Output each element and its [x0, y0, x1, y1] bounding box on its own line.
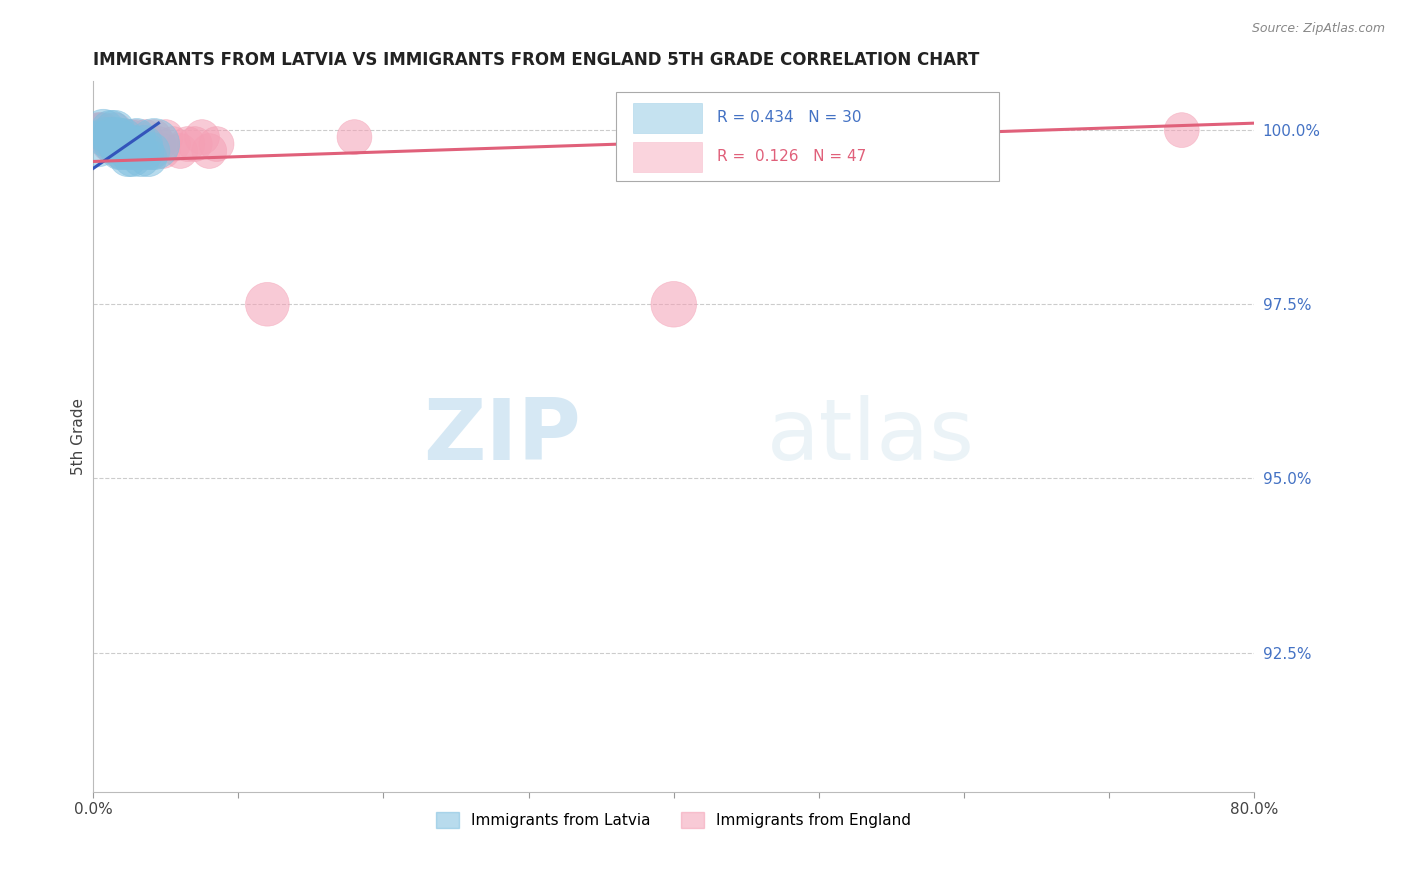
Text: IMMIGRANTS FROM LATVIA VS IMMIGRANTS FROM ENGLAND 5TH GRADE CORRELATION CHART: IMMIGRANTS FROM LATVIA VS IMMIGRANTS FRO… — [93, 51, 980, 69]
Point — [120, 144, 142, 158]
Point — [115, 144, 138, 158]
Point — [105, 130, 128, 145]
Point — [112, 130, 135, 145]
Point — [176, 136, 198, 151]
Point — [1171, 123, 1194, 137]
Point — [138, 151, 160, 165]
Point — [120, 130, 142, 145]
Point — [128, 144, 150, 158]
Point — [114, 144, 136, 158]
Point — [205, 136, 228, 151]
Text: R =  0.126   N = 47: R = 0.126 N = 47 — [717, 149, 866, 164]
Point — [134, 130, 156, 145]
Point — [122, 144, 145, 158]
Point — [122, 136, 145, 151]
Text: Source: ZipAtlas.com: Source: ZipAtlas.com — [1251, 22, 1385, 36]
FancyBboxPatch shape — [616, 92, 998, 181]
Point — [121, 136, 143, 151]
Point — [114, 136, 136, 151]
Point — [96, 130, 118, 145]
Point — [662, 297, 685, 311]
Point — [125, 130, 148, 145]
Point — [103, 136, 125, 151]
Point — [256, 297, 278, 311]
Point — [115, 130, 138, 145]
FancyBboxPatch shape — [633, 103, 702, 133]
Point — [143, 130, 166, 145]
Point — [107, 136, 129, 151]
Point — [111, 144, 134, 158]
Point — [128, 136, 150, 151]
Point — [141, 144, 163, 158]
Point — [86, 123, 108, 137]
Point — [198, 144, 221, 158]
Point — [98, 136, 121, 151]
Point — [138, 136, 160, 151]
Point — [89, 123, 111, 137]
Point — [100, 130, 122, 145]
Point — [162, 136, 184, 151]
Point — [121, 151, 143, 165]
Point — [108, 130, 131, 145]
Point — [118, 136, 141, 151]
Point — [141, 144, 163, 158]
Text: R = 0.434   N = 30: R = 0.434 N = 30 — [717, 110, 862, 125]
Point — [343, 130, 366, 145]
Point — [110, 136, 132, 151]
Point — [108, 144, 131, 158]
Point — [100, 123, 122, 137]
Y-axis label: 5th Grade: 5th Grade — [72, 398, 86, 475]
Point — [184, 136, 207, 151]
Point — [148, 136, 170, 151]
Point — [132, 136, 155, 151]
Point — [125, 130, 148, 145]
Point — [129, 144, 152, 158]
Point — [103, 136, 125, 151]
Text: ZIP: ZIP — [423, 395, 581, 478]
Point — [191, 130, 214, 145]
Point — [97, 130, 120, 145]
Point — [111, 130, 134, 145]
Point — [124, 136, 146, 151]
Point — [124, 144, 146, 158]
Point — [93, 123, 115, 137]
Point — [96, 130, 118, 145]
Point — [108, 144, 131, 158]
Point — [117, 136, 139, 151]
Point — [118, 144, 141, 158]
Point — [110, 130, 132, 145]
Point — [86, 136, 108, 151]
FancyBboxPatch shape — [633, 142, 702, 171]
Point — [155, 130, 177, 145]
Point — [94, 130, 117, 145]
Point — [107, 136, 129, 151]
Point — [104, 123, 127, 137]
Point — [134, 144, 156, 158]
Point — [169, 144, 191, 158]
Point — [143, 136, 166, 151]
Text: atlas: atlas — [766, 395, 974, 478]
Point — [101, 136, 124, 151]
Point — [101, 130, 124, 145]
Point — [152, 144, 174, 158]
Point — [129, 151, 152, 165]
Point — [132, 136, 155, 151]
Point — [93, 123, 115, 137]
Legend: Immigrants from Latvia, Immigrants from England: Immigrants from Latvia, Immigrants from … — [430, 805, 918, 834]
Point — [117, 151, 139, 165]
Point — [105, 130, 128, 145]
Point — [104, 123, 127, 137]
Point — [112, 136, 135, 151]
